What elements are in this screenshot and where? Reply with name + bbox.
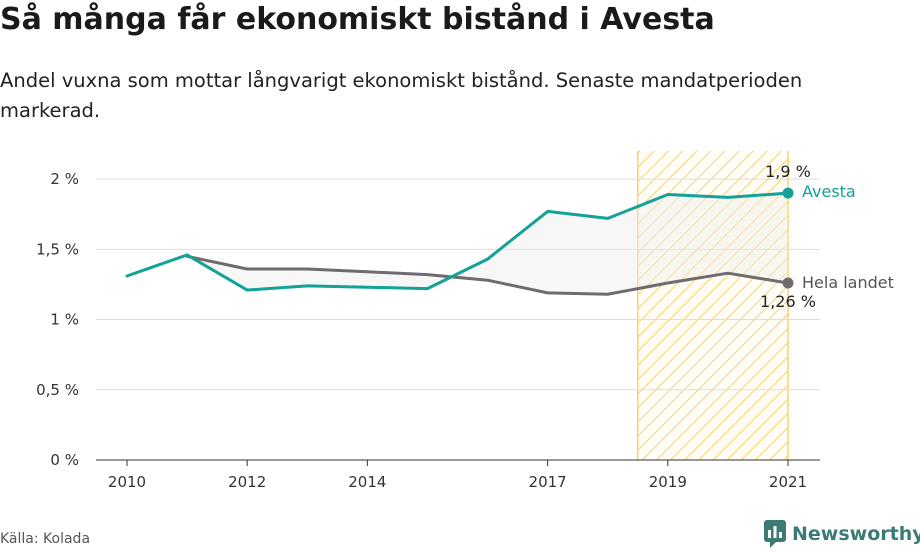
line-chart: 0 % 0,5 % 1 % 1,5 % 2 % 2010 2012 2014 2017 2019 2… [36,151,894,491]
x-tick-label: 2019 [649,473,687,491]
series-end-value-label: 1,9 % [765,162,811,181]
x-tick-label: 2017 [529,473,567,491]
y-tick-label: 0,5 % [36,381,79,399]
difference-area [187,193,788,295]
y-tick-label: 0 % [50,451,79,469]
x-tick-label: 2014 [348,473,386,491]
x-tick-label: 2021 [769,473,807,491]
brand-name: Newsworthy [792,523,920,545]
y-tick-label: 1 % [50,311,79,329]
series-end-point [782,187,794,199]
series-line-avesta [125,191,790,292]
series-label: Avesta [802,182,856,201]
y-tick-label: 2 % [50,170,79,188]
source-note: Källa: Kolada [0,531,91,547]
chart-subtitle: Andel vuxna som mottar långvarigt ekonom… [0,69,803,122]
highlight-period [637,151,788,460]
series-label: Hela landet [802,273,894,292]
newsworthy-icon [764,520,786,548]
y-tick-label: 1,5 % [36,240,79,258]
chart-title: Så många får ekonomiskt bistånd i Avesta [0,2,715,37]
x-tick-label: 2010 [108,473,146,491]
series-line-hela-landet [185,254,790,296]
series-end-point [782,277,794,289]
x-tick-label: 2012 [228,473,266,491]
series-end-value-label: 1,26 % [760,292,816,311]
newsworthy-logo: Newsworthy [764,520,920,548]
